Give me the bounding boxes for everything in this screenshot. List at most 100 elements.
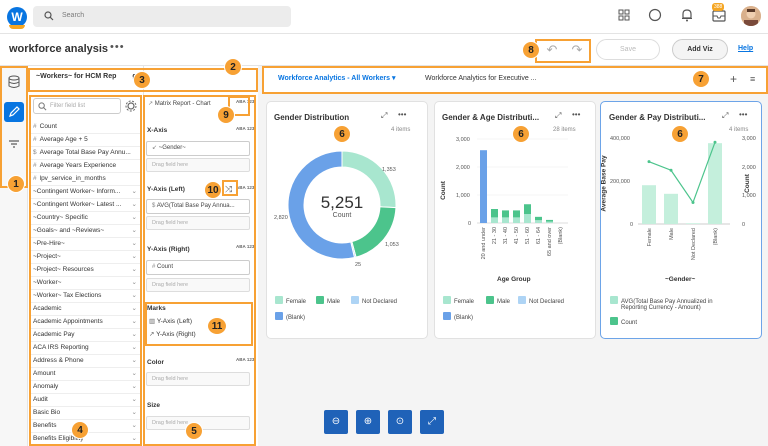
field-list-item[interactable]: Academic Pay ⌄ (30, 328, 140, 342)
y-left-label: Y-Axis (Left) (147, 186, 185, 193)
field-label: Anomaly (33, 383, 59, 390)
undo-button[interactable]: ↶ (542, 42, 562, 60)
apps-grid-icon[interactable] (618, 9, 630, 21)
expand-icon[interactable]: ⤢ (381, 111, 388, 120)
fullscreen-button[interactable]: ⤢ (420, 410, 444, 434)
field-list-item[interactable]: ~Project~ Resources ⌄ (30, 263, 140, 277)
bar-male-6 (546, 219, 553, 222)
field-list-item[interactable]: ~Country~ Specific ⌄ (30, 211, 140, 225)
help-link[interactable]: Help (738, 45, 754, 52)
workday-logo[interactable]: W (7, 7, 27, 27)
field-list-item[interactable]: $ Average Total Base Pay Annu... (30, 146, 140, 160)
field-label: Benefits (33, 422, 57, 429)
bar-count-2 (686, 223, 700, 224)
avatar[interactable] (741, 6, 761, 26)
field-list-item[interactable]: ~Worker~ ⌄ (30, 276, 140, 290)
card-title: Gender & Age Distributi... (442, 113, 540, 122)
callout-badge: 2 (224, 58, 242, 76)
add-viz-button[interactable]: Add Viz (672, 39, 728, 60)
field-list-item[interactable]: # Average Age + 5 (30, 133, 140, 147)
field-list-item[interactable]: Amount ⌄ (30, 367, 140, 381)
field-list-item[interactable]: # Average Years Experience (30, 159, 140, 173)
card-menu-button[interactable]: ••• (572, 110, 581, 119)
field-list-item[interactable]: # lpv_service_in_months (30, 172, 140, 186)
y-tick: 2,000 (456, 165, 470, 171)
redo-icon: ↷ (571, 42, 583, 57)
title-menu-button[interactable]: ••• (110, 41, 125, 53)
zoom-in-button[interactable]: ⊕ (356, 410, 380, 434)
y-left-field[interactable]: $ AVG(Total Base Pay Annua... (146, 199, 250, 214)
field-list-item[interactable]: ~Contingent Worker~ Latest ... ⌄ (30, 198, 140, 212)
field-list-item[interactable]: Academic Appointments ⌄ (30, 315, 140, 329)
zoom-fit-button[interactable]: ⊙ (388, 410, 412, 434)
zoom-out-icon: ⊖ (331, 416, 341, 427)
field-label: ACA IRS Reporting (33, 344, 89, 351)
field-list-item[interactable]: Audit ⌄ (30, 393, 140, 407)
edit-button[interactable] (4, 102, 24, 122)
settings-icon[interactable] (125, 100, 137, 112)
chevron-down-icon: ⌄ (131, 266, 137, 273)
field-type-icon: ABA 123 (236, 99, 255, 104)
callout-badge: 11 (207, 317, 227, 335)
tab-executive[interactable]: Workforce Analytics for Executive ... (425, 75, 537, 82)
field-list-item[interactable]: Academic ⌄ (30, 302, 140, 316)
field-list-item[interactable]: Basic Bio ⌄ (30, 406, 140, 420)
field-list-item[interactable]: ~Goals~ and ~Reviews~ ⌄ (30, 224, 140, 238)
zoom-out-button[interactable]: ⊖ (324, 410, 348, 434)
tab-list-icon[interactable]: ≡ (750, 74, 756, 84)
field-list-item[interactable]: ACA IRS Reporting ⌄ (30, 341, 140, 355)
x-tick-label: (Blank) (558, 227, 564, 245)
filter-field-input[interactable]: Filter field list (33, 98, 121, 114)
x-tick-label: 51 - 60 (525, 227, 531, 244)
highlight-undo-redo (535, 39, 591, 63)
bell-icon[interactable] (681, 8, 693, 22)
y-right-field[interactable]: # Count (146, 260, 250, 275)
zoom-in-icon: ⊕ (363, 416, 373, 427)
add-tab-button[interactable]: + (730, 72, 738, 86)
data-source-button[interactable] (4, 72, 24, 92)
bar-male-5 (535, 216, 542, 221)
field-list-item[interactable]: ~Contingent Worker~ Inform... ⌄ (30, 185, 140, 199)
field-label: Average Age + 5 (39, 136, 88, 143)
marks-y-left[interactable]: ▥ Y-Axis (Left) (149, 318, 193, 325)
x-axis-dropzone[interactable]: Drag field here (146, 158, 250, 172)
save-button[interactable]: Save (596, 39, 660, 60)
field-label: Academic Pay (33, 331, 75, 338)
redo-button[interactable]: ↷ (567, 42, 587, 60)
color-dropzone[interactable]: Drag field here (146, 372, 250, 386)
chevron-down-icon: ⌄ (131, 227, 137, 234)
field-list-item[interactable]: ~Project~ ⌄ (30, 250, 140, 264)
callout-badge: 6 (333, 125, 351, 143)
x-axis-field[interactable]: ↙ ~Gender~ (146, 141, 250, 156)
x-tick-label: 21 - 30 (492, 227, 498, 244)
filter-button[interactable] (4, 134, 24, 154)
y-right-dropzone[interactable]: Drag field here (146, 278, 250, 292)
y-left-dropzone[interactable]: Drag field here (146, 216, 250, 230)
legend-avg-pay: AVG(Total Base Pay Annualized in (610, 296, 713, 305)
marks-y-right[interactable]: ↗ Y-Axis (Right) (149, 331, 196, 338)
expand-icon[interactable]: ⤢ (722, 111, 729, 120)
chevron-down-icon: ⌄ (131, 279, 137, 286)
field-list-item[interactable]: Anomaly ⌄ (30, 380, 140, 394)
legend-male: Male (316, 296, 340, 305)
inbox-icon[interactable] (712, 10, 726, 22)
callout-badge: 9 (217, 106, 235, 124)
chat-icon[interactable] (648, 8, 662, 22)
search-input[interactable]: Search (33, 6, 291, 27)
card-menu-button[interactable]: ••• (739, 110, 748, 119)
chevron-down-icon: ⌄ (131, 357, 137, 364)
expand-icon[interactable]: ⤢ (555, 111, 562, 120)
field-list-item[interactable]: Address & Phone ⌄ (30, 354, 140, 368)
field-list-item[interactable]: ~Worker~ Tax Elections ⌄ (30, 289, 140, 303)
y-tick: 3,000 (456, 137, 470, 143)
top-bar: W Search 388 (0, 0, 768, 34)
legend-swatch (518, 296, 526, 304)
field-list-item[interactable]: ~Pre-Hire~ ⌄ (30, 237, 140, 251)
field-list-item[interactable]: # Count (30, 120, 140, 134)
card-menu-button[interactable]: ••• (398, 110, 407, 119)
point-avg-pay-2 (691, 201, 695, 204)
chevron-down-icon: ⌄ (131, 409, 137, 416)
swap-axis-icon[interactable]: ⤨ (225, 184, 233, 194)
data-label: 2,820 (274, 215, 288, 221)
chart-type-selector[interactable]: ↗ Matrix Report - Chart (148, 101, 211, 107)
